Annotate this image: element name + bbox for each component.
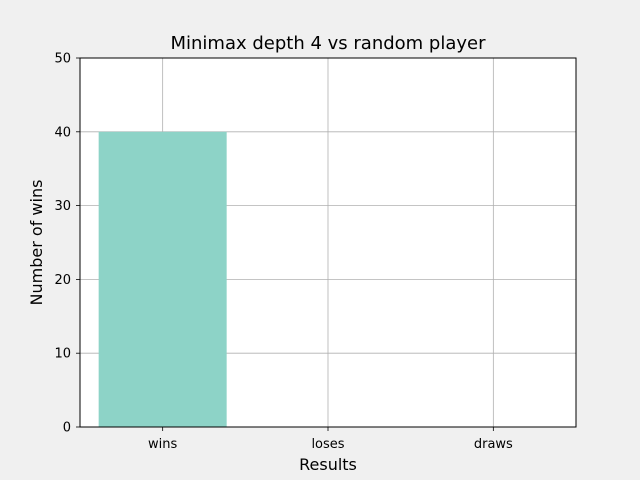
y-tick-label: 10: [54, 347, 71, 362]
y-tick-label: 50: [54, 52, 71, 67]
x-tick-label-loses: loses: [311, 437, 344, 452]
y-tick-label: 30: [54, 199, 71, 214]
bars: [98, 131, 227, 428]
y-tick-label: 0: [63, 421, 71, 436]
x-tick-label-draws: draws: [474, 437, 513, 452]
bar-wins: [98, 131, 227, 428]
x-tick-label-wins: wins: [148, 437, 177, 452]
y-axis-ticks: 0 10 20 30 40 50: [54, 52, 80, 436]
y-tick-label: 40: [54, 125, 71, 140]
chart-title: Minimax depth 4 vs random player: [170, 33, 486, 54]
x-axis-ticks: wins loses draws: [148, 427, 513, 452]
y-axis-label: Number of wins: [27, 180, 46, 306]
y-tick-label: 20: [54, 273, 71, 288]
x-axis-label: Results: [299, 455, 357, 474]
